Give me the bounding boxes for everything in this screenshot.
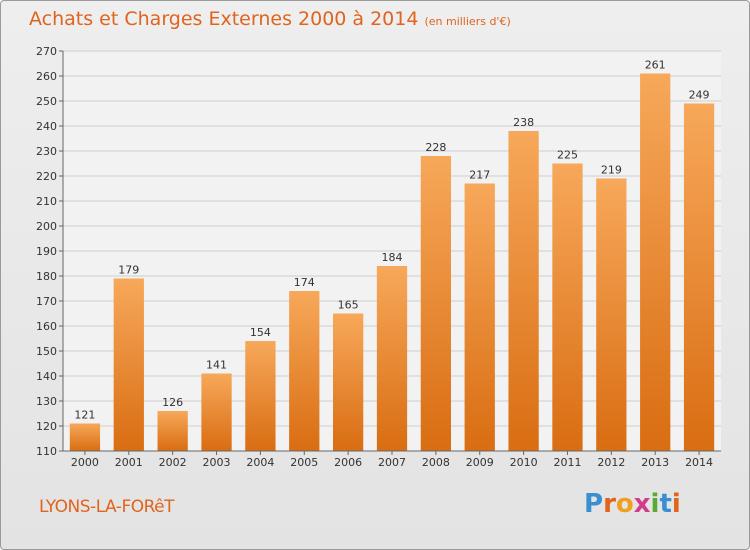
y-tick-label: 260 (36, 70, 57, 83)
y-tick-label: 210 (36, 195, 57, 208)
x-tick-label: 2005 (290, 456, 318, 469)
x-tick-label: 2004 (246, 456, 274, 469)
x-tick-label: 2012 (597, 456, 625, 469)
data-label: 141 (206, 359, 227, 372)
y-tick-label: 180 (36, 270, 57, 283)
bar-2001 (113, 278, 144, 451)
y-tick-label: 150 (36, 345, 57, 358)
y-tick-label: 160 (36, 320, 57, 333)
data-label: 126 (162, 396, 183, 409)
bar-2012 (596, 178, 627, 451)
bar-2013 (640, 73, 671, 451)
y-tick-label: 110 (36, 445, 57, 458)
data-label: 261 (645, 59, 666, 72)
data-label: 217 (469, 169, 490, 182)
y-tick-label: 130 (36, 395, 57, 408)
data-label: 225 (557, 149, 578, 162)
bar-2008 (420, 156, 452, 451)
x-tick-label: 2013 (641, 456, 669, 469)
data-label: 174 (294, 276, 315, 289)
bar-2004 (245, 341, 276, 451)
y-tick-label: 240 (36, 120, 57, 133)
y-tick-label: 200 (36, 220, 57, 233)
brand-logo-letter: x (633, 489, 651, 519)
x-tick-label: 2000 (71, 456, 99, 469)
x-tick-label: 2008 (422, 456, 450, 469)
brand-logo-letter: i (671, 489, 681, 519)
brand-logo-letter: r (603, 489, 616, 519)
bar-2005 (289, 291, 320, 451)
brand-logo-letter: t (659, 489, 672, 519)
x-tick-label: 2003 (203, 456, 231, 469)
bar-2014 (683, 103, 715, 451)
chart-title: Achats et Charges Externes 2000 à 2014 (e… (29, 8, 511, 30)
data-label: 238 (513, 116, 534, 129)
bar-2002 (157, 411, 188, 451)
data-label: 165 (338, 299, 359, 312)
y-tick-label: 230 (36, 145, 57, 158)
brand-logo-letter: o (615, 489, 634, 519)
y-tick-label: 270 (36, 45, 57, 58)
x-tick-label: 2001 (115, 456, 143, 469)
y-tick-label: 190 (36, 245, 57, 258)
brand-logo-letter: P (584, 489, 604, 519)
data-label: 121 (74, 409, 95, 422)
y-tick-label: 120 (36, 420, 57, 433)
brand-logo: Proxiti (584, 489, 681, 519)
bar-2000 (69, 423, 101, 451)
x-tick-label: 2002 (159, 456, 187, 469)
location-label: LYONS-LA-FORêT (39, 497, 175, 517)
x-tick-label: 2009 (466, 456, 494, 469)
x-tick-label: 2007 (378, 456, 406, 469)
bar-layer (69, 73, 715, 451)
x-tick-label: 2014 (685, 456, 713, 469)
axis-layer: 110 120 130 140 150 160 170 180 190 200 210 220 230 2… (36, 45, 721, 469)
data-label: 179 (118, 264, 139, 277)
chart-title-main: Achats et Charges Externes 2000 à 2014 (29, 8, 419, 30)
brand-logo-letter: i (650, 489, 660, 519)
x-tick-label: 2010 (510, 456, 538, 469)
x-tick-label: 2006 (334, 456, 362, 469)
bar-2009 (464, 183, 495, 451)
data-label: 154 (250, 326, 271, 339)
y-tick-label: 220 (36, 170, 57, 183)
chart-subtitle: (en milliers d'€) (424, 15, 511, 28)
data-label: 184 (382, 251, 403, 264)
data-label: 228 (425, 141, 446, 154)
bar-2006 (332, 313, 364, 451)
bar-2007 (376, 266, 408, 451)
data-label: 249 (689, 89, 710, 102)
y-tick-label: 250 (36, 95, 57, 108)
y-tick-label: 140 (36, 370, 57, 383)
bar-2011 (552, 163, 583, 451)
bar-2003 (201, 373, 232, 451)
y-tick-label: 170 (36, 295, 57, 308)
data-label: 219 (601, 164, 622, 177)
bar-2010 (508, 131, 539, 451)
x-tick-label: 2011 (553, 456, 581, 469)
